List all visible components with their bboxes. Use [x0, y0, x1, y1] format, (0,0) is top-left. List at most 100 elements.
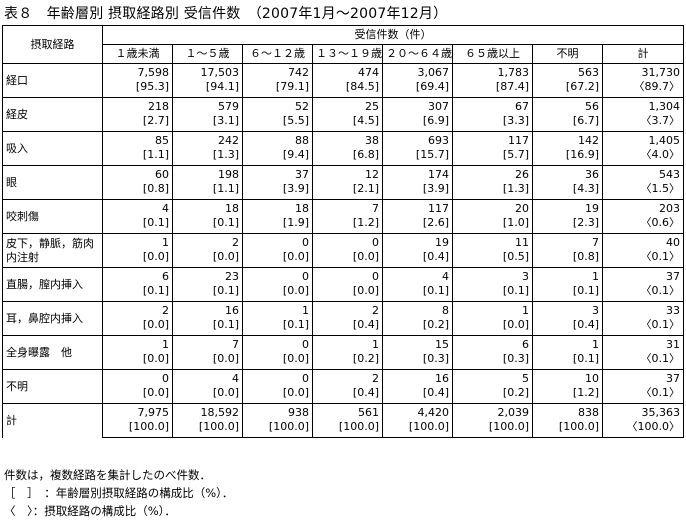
- column-header: ２０～６４歳: [382, 44, 453, 64]
- ratio-cell: [94.1]: [172, 80, 243, 98]
- ratio-cell: [87.4]: [452, 80, 533, 98]
- count-cell: 938: [242, 403, 313, 420]
- ratio-cell: [100.0]: [312, 420, 383, 438]
- notes: 件数は，複数経路を集計したのべ件数． ［ ］ ：年齢層別摂取経路の構成比（%）．…: [4, 466, 233, 520]
- ratio-cell: [3.9]: [382, 182, 453, 200]
- ratio-cell: [1.2]: [532, 386, 603, 404]
- table-row: 皮下，静脈，筋肉内注射 1 2 0 0 19 11 7 40: [2, 233, 684, 268]
- count-cell: 1: [452, 301, 533, 318]
- ratio-cell: [0.2]: [452, 386, 533, 404]
- ratio-cell: 〈3.7〉: [602, 114, 684, 132]
- count-cell: 25: [312, 97, 383, 114]
- ratio-cell: [0.1]: [452, 284, 533, 302]
- note-line: 件数は，複数経路を集計したのべ件数．: [4, 468, 211, 482]
- ratio-cell: [1.9]: [242, 216, 313, 234]
- count-cell: 1: [102, 233, 173, 250]
- count-cell: 2: [312, 301, 383, 318]
- table-row-ratio: [0.0] [0.1] [0.1] [0.4] [0.2] [0.0] [0.4] 〈0.1〉: [3, 318, 684, 336]
- ratio-cell: [4.3]: [532, 182, 603, 200]
- table-row: 耳，鼻腔内挿入 2 16 1 2 8 1 3 33: [2, 301, 684, 336]
- count-cell: 8: [382, 301, 453, 318]
- table-row-ratio: [100.0] [100.0] [100.0] [100.0] [100.0] [100.…: [3, 420, 684, 438]
- ratio-cell: 〈89.7〉: [602, 80, 684, 98]
- table-row: 経皮 218 579 52 25 307 67 56 1,304: [2, 97, 684, 132]
- ratio-cell: [0.3]: [452, 352, 533, 370]
- count-cell: 543: [602, 165, 684, 182]
- intake-route-table: 摂取経路 受信件数（件） １歳未満 １～５歳 ６～１２歳 １３～１９歳 ２０～６４歳 ６５…: [2, 25, 684, 438]
- ratio-cell: [0.1]: [242, 318, 313, 336]
- ratio-cell: [0.0]: [242, 386, 313, 404]
- count-cell: 1: [532, 335, 603, 352]
- ratio-cell: [0.4]: [382, 250, 453, 268]
- table-row-ratio: [95.3] [94.1] [79.1] [84.5] [69.4] [87.4] [67.…: [3, 80, 684, 98]
- count-cell: 38: [312, 131, 383, 148]
- count-cell: 0: [102, 369, 173, 386]
- count-cell: 7: [172, 335, 243, 352]
- ratio-cell: [6.9]: [382, 114, 453, 132]
- count-cell: 1,405: [602, 131, 684, 148]
- ratio-cell: 〈0.1〉: [602, 318, 684, 336]
- table-row-ratio: [0.0] [0.0] [0.0] [0.2] [0.3] [0.3] [0.1] 〈0.1〉: [3, 352, 684, 370]
- ratio-cell: [0.1]: [532, 352, 603, 370]
- ratio-cell: [1.1]: [172, 182, 243, 200]
- ratio-cell: [0.0]: [242, 284, 313, 302]
- route-label: 皮下，静脈，筋肉内注射: [2, 233, 103, 268]
- ratio-cell: [100.0]: [382, 420, 453, 438]
- ratio-cell: 〈0.6〉: [602, 216, 684, 234]
- count-cell: 52: [242, 97, 313, 114]
- ratio-cell: [0.0]: [102, 386, 173, 404]
- count-cell: 36: [532, 165, 603, 182]
- ratio-cell: [3.1]: [172, 114, 243, 132]
- count-cell: 693: [382, 131, 453, 148]
- count-cell: 19: [382, 233, 453, 250]
- count-cell: 26: [452, 165, 533, 182]
- column-header: ６～１２歳: [242, 44, 313, 64]
- ratio-cell: [0.4]: [532, 318, 603, 336]
- count-cell: 4: [102, 199, 173, 216]
- column-header: １３～１９歳: [312, 44, 383, 64]
- ratio-cell: [0.0]: [172, 352, 243, 370]
- ratio-cell: [0.4]: [382, 386, 453, 404]
- ratio-cell: [0.0]: [172, 386, 243, 404]
- ratio-cell: [1.3]: [452, 182, 533, 200]
- ratio-cell: [1.2]: [312, 216, 383, 234]
- ratio-cell: [0.0]: [312, 250, 383, 268]
- ratio-cell: [0.2]: [312, 352, 383, 370]
- count-cell: 117: [382, 199, 453, 216]
- ratio-cell: [2.7]: [102, 114, 173, 132]
- count-cell: 67: [452, 97, 533, 114]
- count-cell: 2: [312, 369, 383, 386]
- count-cell: 40: [602, 233, 684, 250]
- ratio-cell: 〈1.5〉: [602, 182, 684, 200]
- route-label: 眼: [2, 165, 103, 200]
- ratio-cell: [5.5]: [242, 114, 313, 132]
- count-cell: 203: [602, 199, 684, 216]
- count-cell: 20: [452, 199, 533, 216]
- count-cell: 7: [532, 233, 603, 250]
- note-line: 〈 〉：摂取経路の構成比（%）．: [4, 504, 176, 518]
- route-label: 直腸，膣内挿入: [2, 267, 103, 302]
- table-row: 直腸，膣内挿入 6 23 0 0 4 3 1 37: [2, 267, 684, 302]
- ratio-cell: [6.7]: [532, 114, 603, 132]
- count-cell: 18: [242, 199, 313, 216]
- count-cell: 174: [382, 165, 453, 182]
- count-cell: 4: [382, 267, 453, 284]
- table-row: 不明 0 4 0 2 16 5 10 37: [2, 369, 684, 404]
- ratio-cell: 〈0.1〉: [602, 386, 684, 404]
- ratio-cell: [100.0]: [242, 420, 313, 438]
- count-cell: 60: [102, 165, 173, 182]
- column-header: ６５歳以上: [452, 44, 533, 64]
- ratio-cell: [0.4]: [312, 386, 383, 404]
- table-row-ratio: [0.0] [0.0] [0.0] [0.0] [0.4] [0.5] [0.8] 〈0.1〉: [3, 250, 684, 268]
- count-cell: 0: [312, 267, 383, 284]
- ratio-cell: [1.0]: [452, 216, 533, 234]
- corner-header: 摂取経路: [2, 25, 103, 64]
- column-header: 計: [602, 44, 684, 64]
- count-cell: 561: [312, 403, 383, 420]
- ratio-cell: [5.7]: [452, 148, 533, 166]
- count-cell: 2: [172, 233, 243, 250]
- table-row-ratio: [0.1] [0.1] [0.0] [0.0] [0.1] [0.1] [0.1] 〈0.1〉: [3, 284, 684, 302]
- count-cell: 31: [602, 335, 684, 352]
- note-line: ［ ］ ：年齢層別摂取経路の構成比（%）．: [4, 486, 234, 500]
- ratio-cell: [2.1]: [312, 182, 383, 200]
